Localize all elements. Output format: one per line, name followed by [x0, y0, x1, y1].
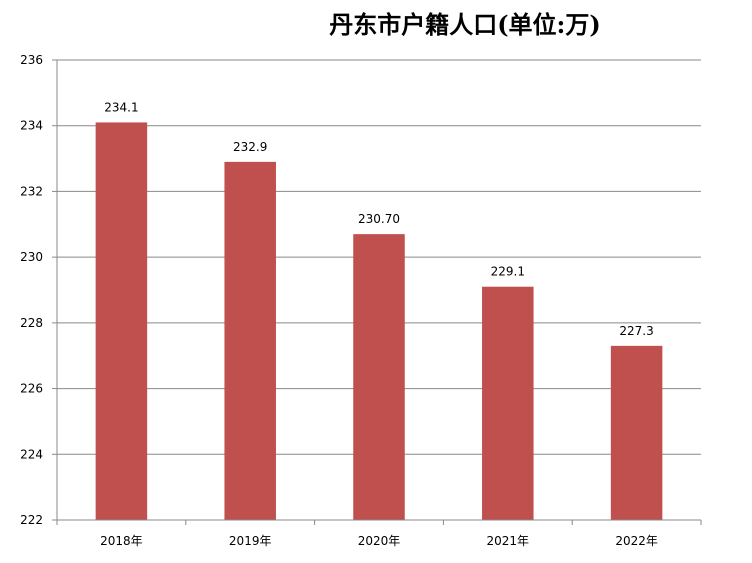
y-tick-label: 228 [20, 316, 43, 330]
data-label: 227.3 [619, 324, 653, 338]
y-tick-label: 236 [20, 53, 43, 67]
bar [353, 234, 405, 520]
bar [95, 122, 148, 520]
x-tick-label: 2018年 [100, 534, 143, 548]
y-tick-label: 232 [20, 184, 43, 198]
bar [224, 161, 276, 520]
y-axis-tick-labels: 222 224 226 228 230 232 234 236 [20, 53, 43, 527]
x-tick-label: 2021年 [487, 534, 530, 548]
data-label: 234.1 [104, 100, 138, 114]
data-label: 230.70 [358, 212, 400, 226]
data-labels: 234.1 232.9 230.70 229.1 227.3 [104, 100, 654, 337]
bar [482, 286, 534, 520]
y-tick-label: 222 [20, 513, 43, 527]
data-label: 232.9 [233, 140, 267, 154]
x-tick-label: 2019年 [229, 534, 272, 548]
axes [52, 59, 702, 525]
y-tick-label: 234 [20, 119, 43, 133]
x-tick-label: 2022年 [615, 534, 658, 548]
chart-title: 丹东市户籍人口(单位:万) [329, 10, 601, 39]
y-tick-label: 224 [20, 447, 43, 461]
bar [610, 345, 663, 520]
y-tick-label: 226 [20, 382, 43, 396]
x-axis-tick-labels: 2018年 2019年 2020年 2021年 2022年 [100, 534, 658, 548]
y-tick-label: 230 [20, 250, 43, 264]
bars [95, 122, 663, 520]
x-tick-label: 2020年 [358, 534, 401, 548]
data-label: 229.1 [491, 265, 525, 279]
